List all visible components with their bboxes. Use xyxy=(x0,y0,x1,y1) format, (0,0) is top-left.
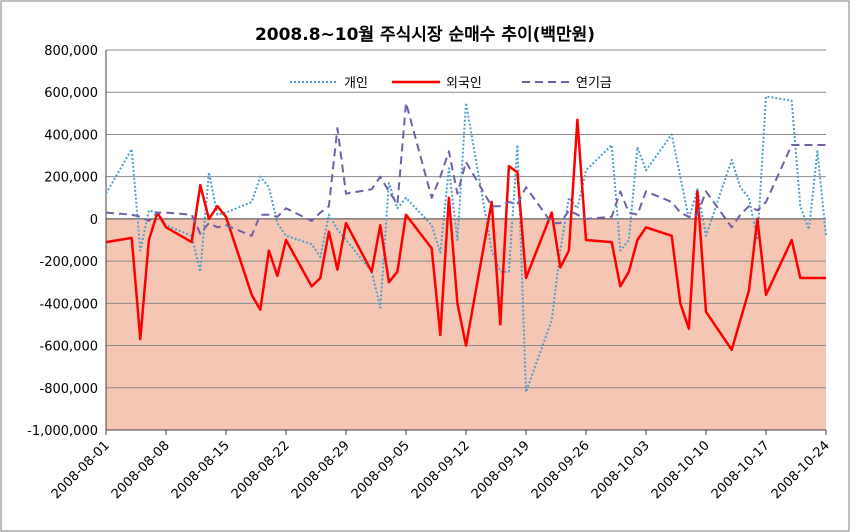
y-tick-label: 600,000 xyxy=(44,86,98,101)
legend-label-1: 개인 xyxy=(344,76,368,91)
y-tick-label: -800,000 xyxy=(40,382,98,397)
legend-label-2: 외국인 xyxy=(446,76,482,91)
chart-title: 2008.8~10월 주식시장 순매수 추이(백만원) xyxy=(255,25,595,45)
y-tick-label: 200,000 xyxy=(44,171,98,186)
series-line-3 xyxy=(105,101,826,237)
y-tick-label: -200,000 xyxy=(40,255,98,270)
legend-label-3: 연기금 xyxy=(576,76,612,91)
y-tick-label: 800,000 xyxy=(44,44,98,59)
series-line-1 xyxy=(105,95,827,393)
y-tick-label: -600,000 xyxy=(40,340,98,355)
series-line-2 xyxy=(105,118,826,352)
y-tick-label: -400,000 xyxy=(40,297,98,312)
negative-region-fill xyxy=(106,218,826,430)
y-tick-label: -1,000,000 xyxy=(27,424,98,439)
y-tick-label: 400,000 xyxy=(44,128,98,143)
y-tick-label: 0 xyxy=(90,213,98,228)
